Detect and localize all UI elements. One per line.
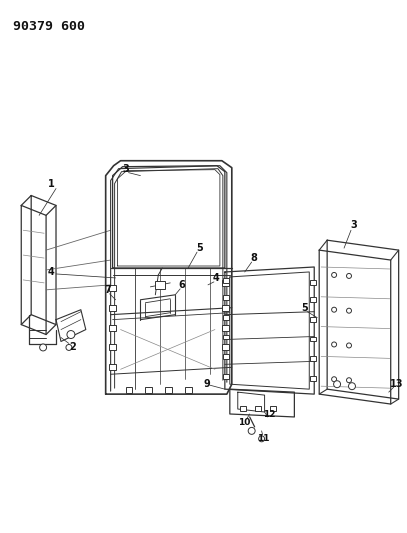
Text: 8: 8 [250, 253, 257, 263]
Text: 5: 5 [197, 243, 204, 253]
Bar [109, 325, 116, 330]
Bar [222, 280, 229, 286]
Text: 6: 6 [179, 280, 186, 290]
Circle shape [67, 330, 75, 338]
Bar [155, 281, 165, 289]
Bar [165, 387, 172, 393]
Text: 1: 1 [48, 179, 55, 189]
Bar [222, 344, 229, 350]
Circle shape [248, 427, 255, 434]
Bar [223, 354, 229, 359]
Text: 4: 4 [48, 267, 55, 277]
Bar [145, 387, 152, 393]
Text: 10: 10 [239, 418, 251, 427]
Circle shape [258, 436, 265, 442]
Circle shape [332, 272, 337, 277]
Circle shape [332, 307, 337, 312]
Text: 90379 600: 90379 600 [13, 20, 85, 33]
Bar [255, 406, 260, 411]
Text: 12: 12 [263, 410, 276, 419]
Bar [240, 406, 246, 411]
Bar [223, 278, 229, 283]
Circle shape [346, 378, 352, 383]
Text: 11: 11 [257, 434, 270, 443]
Bar [223, 314, 229, 320]
Bar [222, 305, 229, 311]
Circle shape [348, 383, 355, 390]
Bar [125, 387, 133, 393]
Circle shape [346, 308, 352, 313]
Bar [310, 376, 316, 381]
Bar [269, 406, 276, 411]
Circle shape [334, 381, 341, 387]
Text: 13: 13 [390, 379, 403, 389]
Bar [109, 365, 116, 370]
Circle shape [66, 344, 72, 350]
Text: 2: 2 [70, 342, 76, 352]
Bar [310, 280, 316, 285]
Circle shape [332, 377, 337, 382]
Bar [222, 325, 229, 330]
Circle shape [39, 344, 46, 351]
Bar [185, 387, 192, 393]
Circle shape [346, 273, 352, 278]
Bar [310, 357, 316, 361]
Bar [223, 374, 229, 379]
Text: 3: 3 [122, 164, 129, 174]
Circle shape [332, 342, 337, 347]
Bar [223, 295, 229, 300]
Bar [310, 297, 316, 302]
Text: 9: 9 [204, 379, 210, 389]
Bar [223, 335, 229, 340]
Text: 3: 3 [350, 220, 357, 230]
Circle shape [346, 343, 352, 348]
Text: 5: 5 [301, 303, 308, 313]
Bar [310, 317, 316, 321]
Bar [109, 305, 116, 311]
Bar [310, 336, 316, 342]
Text: 7: 7 [104, 285, 111, 295]
Bar [109, 344, 116, 350]
Bar [109, 285, 116, 291]
Text: 4: 4 [212, 273, 219, 283]
